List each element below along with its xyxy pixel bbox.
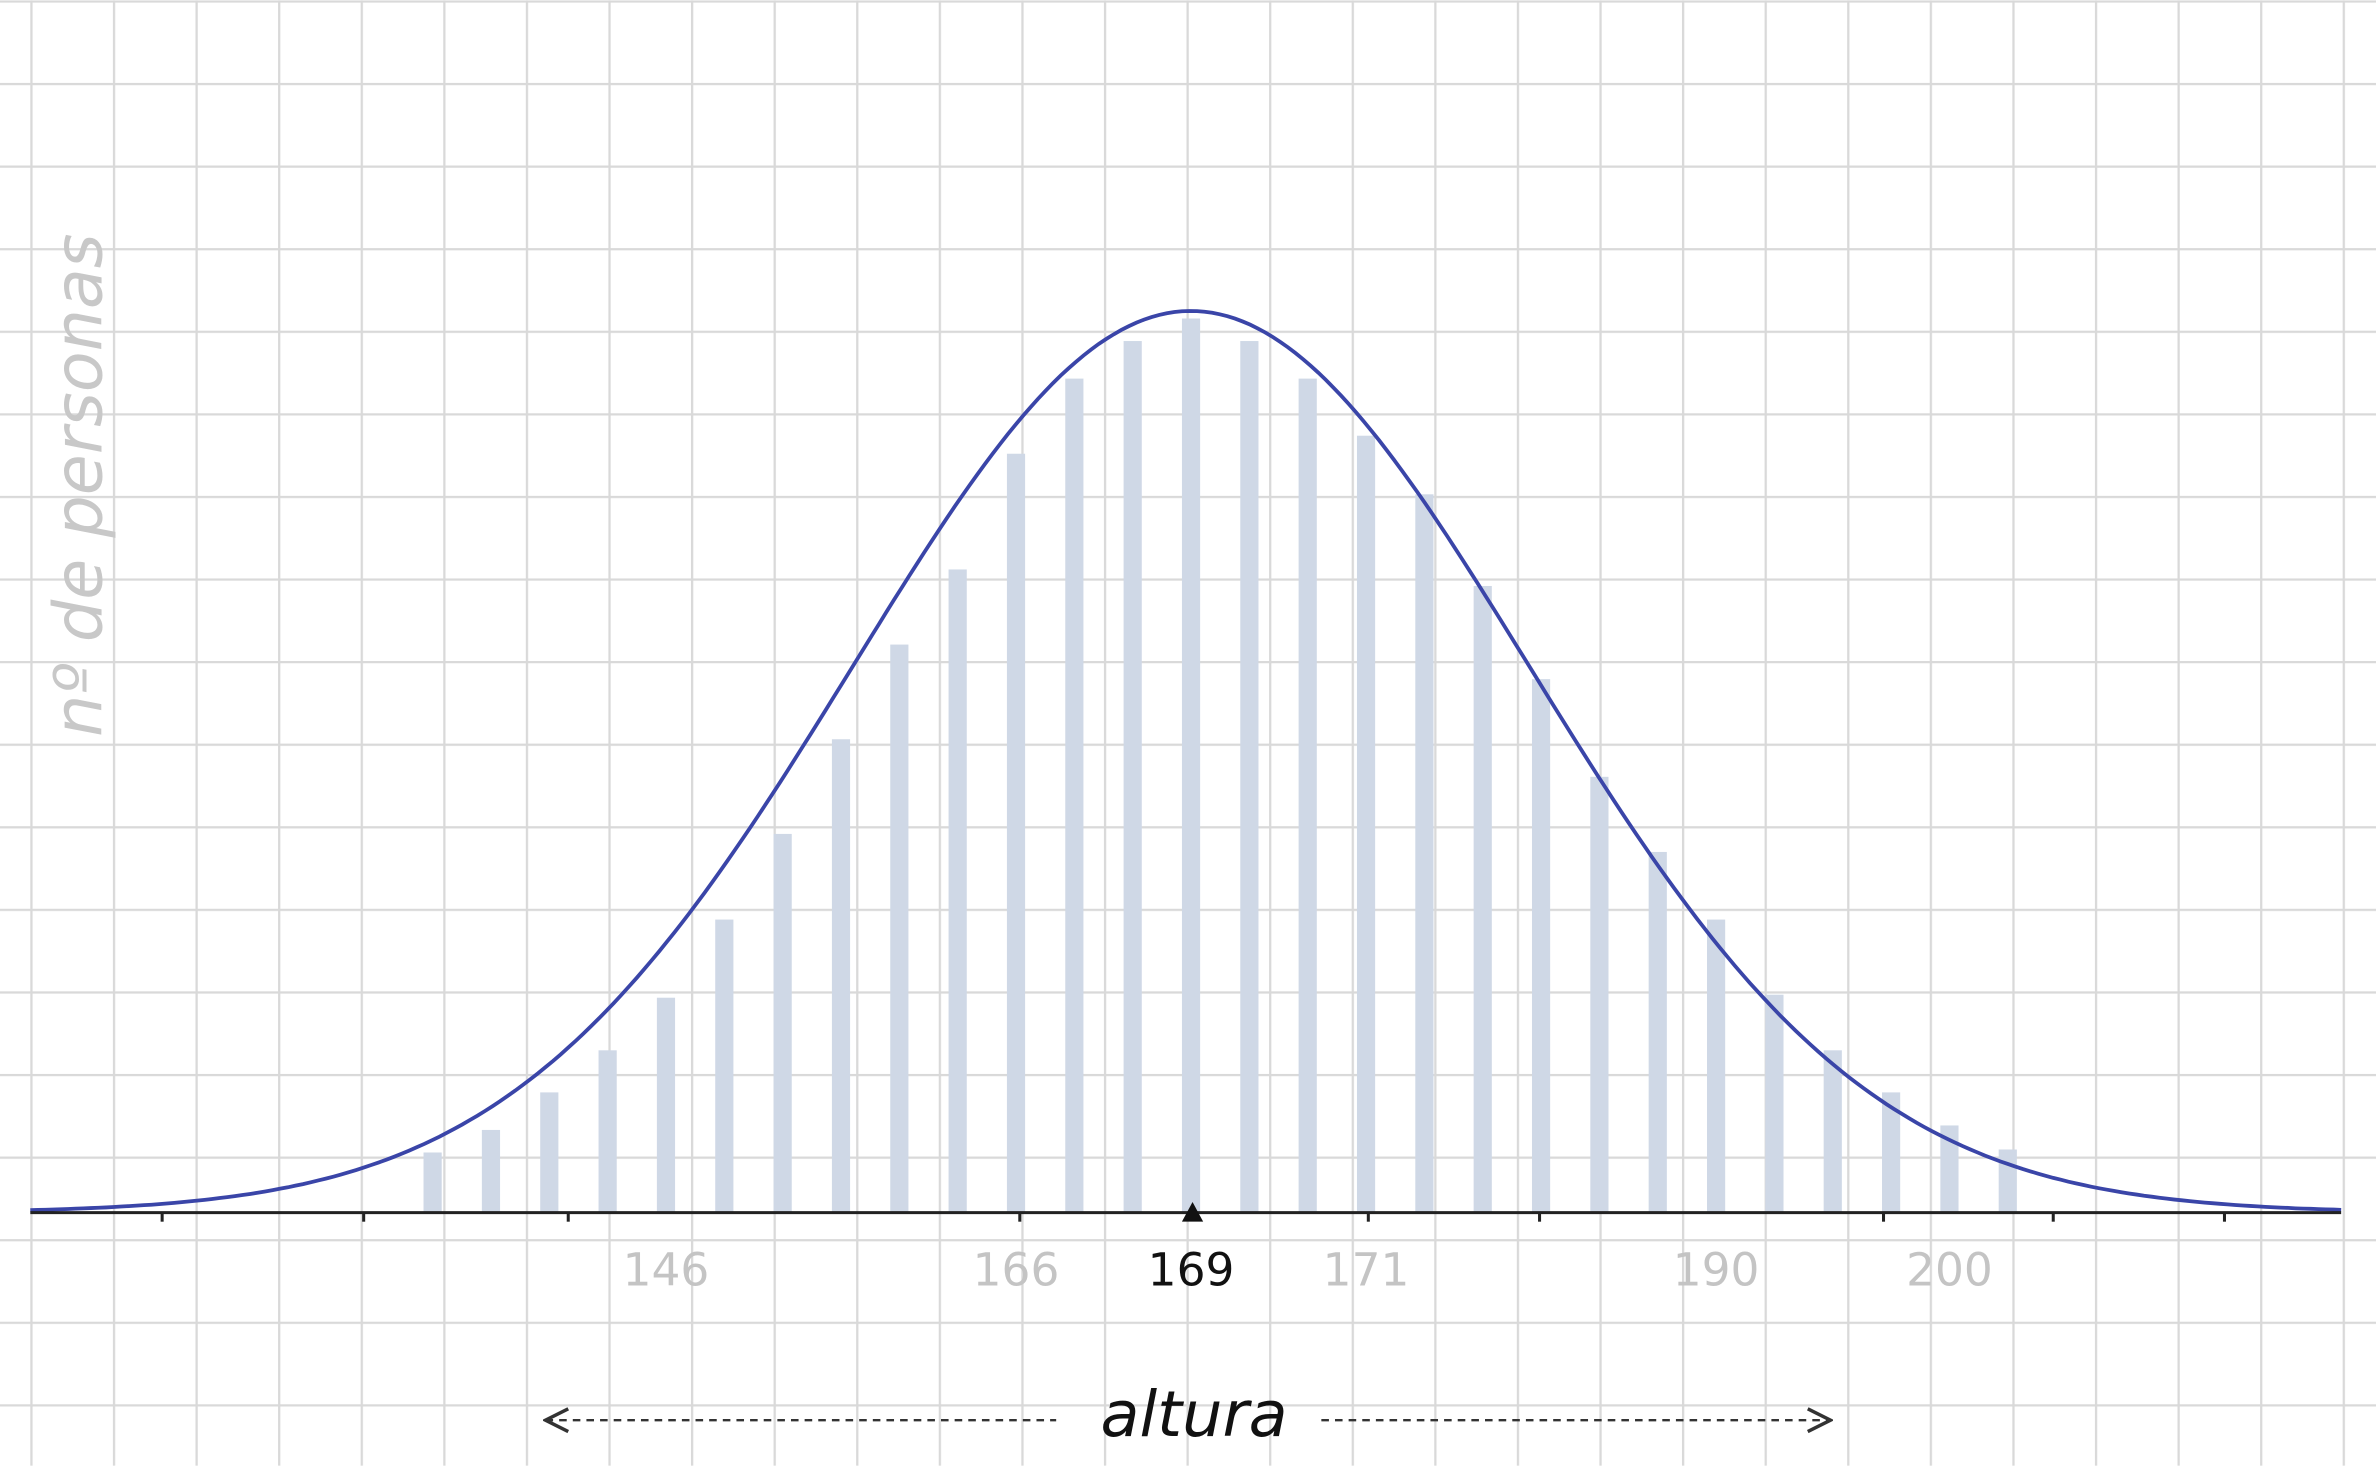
bar: [1940, 1125, 1959, 1213]
bar: [1181, 318, 1201, 1213]
x-tick-label: 169: [1148, 1244, 1235, 1297]
bar: [1415, 494, 1434, 1213]
x-tick-label: 171: [1323, 1244, 1410, 1297]
bar: [1823, 1050, 1842, 1213]
x-axis-label: altura: [1101, 1378, 1288, 1452]
bar: [1590, 776, 1609, 1213]
bar: [1706, 919, 1726, 1213]
bar: [831, 739, 851, 1213]
x-tick-label: 166: [973, 1244, 1060, 1297]
bar: [1998, 1149, 2017, 1213]
x-tick-label: 190: [1673, 1244, 1760, 1297]
bar: [890, 644, 909, 1213]
bar: [1298, 378, 1317, 1213]
bar: [948, 569, 967, 1213]
x-tick-label: 146: [623, 1244, 710, 1297]
bar: [1531, 679, 1551, 1213]
bar: [1123, 341, 1142, 1213]
bar: [481, 1129, 501, 1213]
y-axis-label: nº de personas: [39, 234, 117, 737]
bar: [1356, 435, 1376, 1213]
bar: [1065, 378, 1084, 1213]
mean-marker: [1181, 1201, 1204, 1222]
bar: [1240, 341, 1259, 1213]
axis-ticks: [160, 1212, 2226, 1222]
bar: [1473, 585, 1492, 1213]
bar: [773, 833, 792, 1213]
bar: [1006, 453, 1026, 1213]
bar: [540, 1092, 559, 1213]
bar: [1765, 994, 1784, 1213]
bar: [1882, 1092, 1901, 1213]
bar: [715, 919, 734, 1213]
bar: [656, 997, 676, 1213]
bar: [423, 1152, 442, 1213]
bar: [1648, 851, 1667, 1213]
x-tick-label: 200: [1906, 1244, 1993, 1297]
bar: [598, 1050, 617, 1213]
bell-curve: [30, 309, 2342, 1213]
